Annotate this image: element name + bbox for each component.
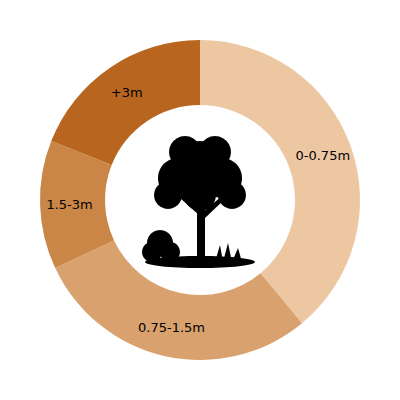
svg-text:1.5-3m: 1.5-3m <box>46 197 92 212</box>
svg-text:+3m: +3m <box>111 85 143 100</box>
svg-text:0.75-1.5m: 0.75-1.5m <box>138 320 205 335</box>
svg-text:0-0.75m: 0-0.75m <box>295 148 350 163</box>
